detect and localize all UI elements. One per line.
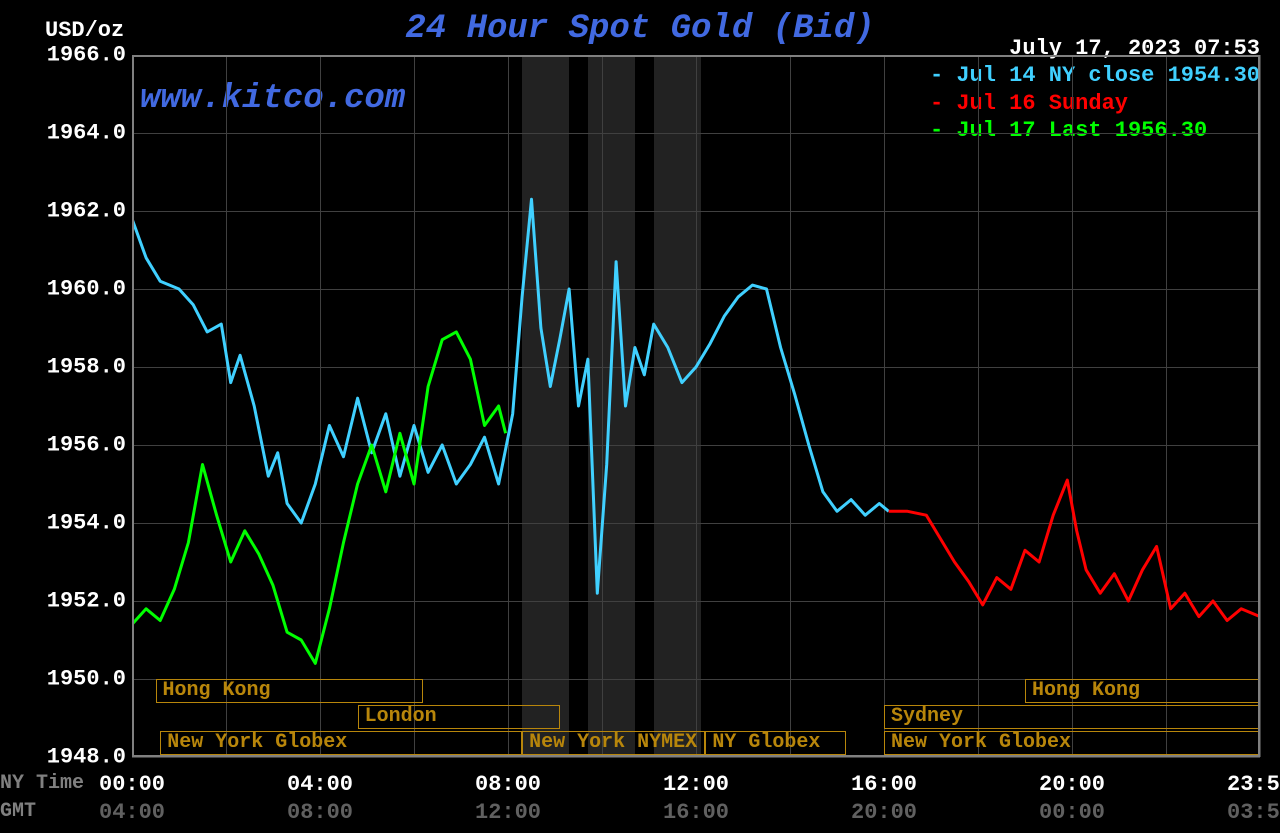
market-session-box: New York NYMEX — [522, 731, 705, 755]
y-tick-label: 1948.0 — [47, 745, 126, 770]
y-tick-label: 1950.0 — [47, 667, 126, 692]
x-tick-label-ny: 04:00 — [287, 772, 353, 797]
x-tick-label-gmt: 08:00 — [287, 800, 353, 825]
x-tick-label-gmt: 16:00 — [663, 800, 729, 825]
y-tick-label: 1962.0 — [47, 199, 126, 224]
x-axis-label-ny: NY Time — [0, 772, 84, 795]
x-tick-label-gmt: 04:00 — [99, 800, 165, 825]
y-tick-label: 1956.0 — [47, 433, 126, 458]
market-session-box: NY Globex — [705, 731, 846, 755]
y-tick-label: 1958.0 — [47, 355, 126, 380]
x-tick-label-gmt: 12:00 — [475, 800, 541, 825]
price-lines — [132, 55, 1260, 757]
x-tick-label-ny: 00:00 — [99, 772, 165, 797]
market-session-box: Sydney — [884, 705, 1260, 729]
x-tick-label-ny: 16:00 — [851, 772, 917, 797]
market-session-box: Hong Kong — [1025, 679, 1260, 703]
x-tick-label-ny: 12:00 — [663, 772, 729, 797]
x-tick-label-ny: 20:00 — [1039, 772, 1105, 797]
market-session-box: New York Globex — [160, 731, 522, 755]
series-jul17 — [132, 332, 506, 664]
y-tick-label: 1964.0 — [47, 121, 126, 146]
market-session-box: New York Globex — [884, 731, 1260, 755]
y-tick-label: 1960.0 — [47, 277, 126, 302]
market-session-box: London — [358, 705, 560, 729]
y-tick-label: 1952.0 — [47, 589, 126, 614]
market-session-box: Hong Kong — [156, 679, 424, 703]
y-axis-unit: USD/oz — [45, 18, 124, 43]
x-tick-label-ny: 23:59 — [1227, 772, 1280, 797]
chart-title: 24 Hour Spot Gold (Bid) — [405, 10, 874, 48]
x-tick-label-ny: 08:00 — [475, 772, 541, 797]
x-tick-label-gmt: 03:59 — [1227, 800, 1280, 825]
series-jul16 — [889, 480, 1260, 620]
x-tick-label-gmt: 00:00 — [1039, 800, 1105, 825]
x-axis-label-gmt: GMT — [0, 800, 36, 823]
plot-area: Hong KongLondonNew York GlobexNew York N… — [132, 55, 1260, 757]
y-tick-label: 1966.0 — [47, 43, 126, 68]
gold-spot-chart: 24 Hour Spot Gold (Bid) USD/oz July 17, … — [0, 0, 1280, 833]
y-tick-label: 1954.0 — [47, 511, 126, 536]
x-tick-label-gmt: 20:00 — [851, 800, 917, 825]
